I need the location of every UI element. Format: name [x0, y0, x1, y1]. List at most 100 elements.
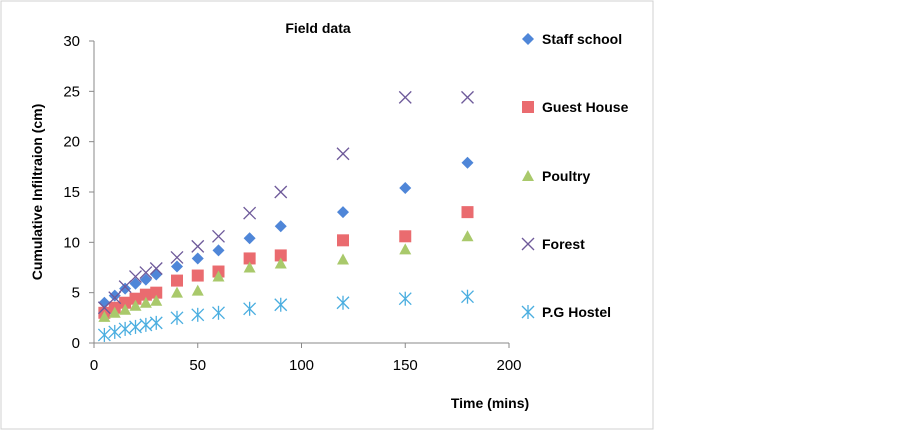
data-point-p-g-hostel [118, 321, 132, 336]
data-point-poultry [274, 257, 287, 269]
data-point-staff-school [191, 252, 204, 265]
x-tick-label: 200 [496, 357, 521, 374]
y-tick-label: 15 [63, 184, 80, 201]
data-point-poultry [191, 284, 204, 296]
data-point-forest-stroke [274, 185, 288, 199]
legend-marker-p-g-hostel [521, 305, 535, 319]
data-point-forest-stroke [336, 147, 350, 161]
data-point-forest-stroke [149, 262, 163, 275]
data-point-staff-school [243, 232, 256, 245]
y-tick-label: 25 [63, 83, 80, 100]
data-point-p-g-hostel [108, 324, 122, 339]
data-point-forest [108, 291, 122, 305]
legend-label-guest-house: Guest House [542, 99, 629, 115]
data-point-forest [191, 239, 205, 253]
data-point-forest [97, 301, 111, 315]
data-point-forest-stroke [398, 90, 412, 104]
y-tick-label: 5 [72, 285, 80, 302]
data-point-forest [336, 147, 350, 161]
data-point-p-g-hostel [149, 315, 163, 330]
data-point-forest [118, 280, 132, 294]
data-point-poultry [243, 261, 256, 273]
data-point-p-g-hostel [461, 289, 474, 304]
data-point-p-g-hostel [336, 295, 350, 310]
data-point-forest-stroke [118, 280, 132, 294]
data-point-staff-school [171, 260, 183, 273]
data-point-forest-stroke [129, 270, 142, 284]
data-point-guest-house [129, 292, 142, 305]
data-point-staff-school [212, 244, 225, 257]
data-point-p-g-hostel [191, 307, 205, 322]
chart-title: Field data [285, 20, 351, 36]
x-tick-label: 150 [393, 357, 418, 374]
legend-marker-guest-house [522, 101, 534, 113]
data-point-forest [129, 270, 142, 284]
data-point-guest-house [150, 286, 163, 299]
data-point-p-g-hostel [274, 297, 288, 312]
data-point-guest-house [399, 230, 412, 243]
data-point-forest [274, 185, 288, 199]
x-axis-label: Time (mins) [451, 395, 529, 411]
data-point-staff-school [108, 289, 121, 302]
data-point-p-g-hostel [398, 291, 412, 306]
data-point-forest-stroke [97, 301, 111, 315]
data-point-guest-house [191, 269, 204, 282]
legend-label-forest: Forest [542, 236, 585, 252]
data-point-poultry [98, 310, 111, 322]
data-point-staff-school [119, 282, 132, 295]
data-point-forest [139, 266, 153, 279]
y-tick-label: 20 [63, 134, 80, 151]
data-point-poultry [212, 270, 225, 282]
data-point-guest-house [461, 206, 474, 219]
data-point-poultry [108, 306, 121, 318]
data-point-p-g-hostel [243, 301, 257, 316]
legend-label-p-g-hostel: P.G Hostel [542, 304, 611, 320]
data-point-poultry [150, 294, 163, 306]
data-point-staff-school [274, 220, 287, 233]
data-point-p-g-hostel [212, 305, 225, 320]
data-point-forest-stroke [170, 250, 184, 264]
y-tick-label: 0 [72, 335, 80, 352]
data-point-staff-school [337, 206, 349, 219]
legend-label-staff-school: Staff school [542, 31, 622, 47]
data-point-forest-stroke [191, 239, 205, 253]
data-point-guest-house [337, 234, 349, 247]
data-point-p-g-hostel [139, 317, 153, 332]
legend-marker-forest [521, 237, 535, 251]
data-point-forest [212, 229, 225, 243]
series-forest [97, 90, 474, 315]
data-point-poultry [119, 303, 132, 315]
data-point-staff-school [139, 273, 152, 286]
data-point-forest-stroke [108, 291, 122, 305]
data-point-poultry [171, 286, 183, 298]
x-tick-label: 50 [189, 357, 206, 374]
data-point-forest [243, 206, 257, 220]
data-point-poultry [139, 296, 152, 308]
data-point-poultry [337, 253, 349, 265]
series-poultry [98, 230, 474, 322]
legend-label-poultry: Poultry [542, 168, 590, 184]
data-point-guest-house [243, 252, 256, 265]
x-tick-label: 100 [289, 357, 314, 374]
data-point-forest [170, 250, 184, 264]
data-point-guest-house [139, 288, 152, 301]
legend-marker-staff-school [522, 33, 534, 45]
data-point-forest-stroke [212, 229, 225, 243]
data-point-staff-school [461, 156, 474, 169]
data-point-guest-house [119, 296, 132, 309]
data-point-poultry [129, 299, 142, 311]
data-point-forest [398, 90, 412, 104]
data-point-staff-school [129, 277, 142, 290]
data-point-forest-stroke [461, 90, 474, 104]
x-tick-label: 0 [90, 357, 98, 374]
data-point-staff-school [98, 296, 111, 309]
data-point-p-g-hostel [129, 319, 142, 334]
data-point-p-g-hostel [97, 327, 111, 342]
series-guest-house [98, 206, 474, 319]
legend-marker-forest-stroke [521, 237, 535, 251]
data-point-p-g-hostel [170, 310, 184, 325]
data-point-guest-house [171, 274, 183, 287]
y-axis-label: Cumulative Infiltraion (cm) [29, 104, 45, 281]
data-point-guest-house [274, 249, 287, 262]
